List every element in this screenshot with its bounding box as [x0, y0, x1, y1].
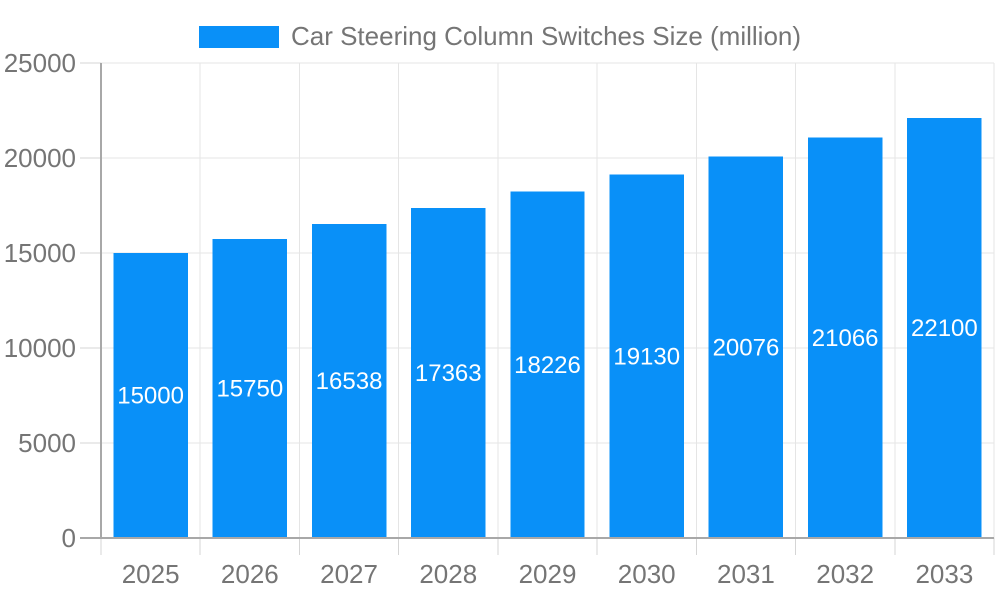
y-axis-label: 0 — [62, 523, 76, 553]
x-axis-label: 2027 — [320, 559, 378, 589]
bar-value-label: 18226 — [514, 352, 581, 379]
bar-value-label: 17363 — [415, 360, 482, 387]
x-axis-label: 2028 — [419, 559, 477, 589]
x-axis-label: 2029 — [519, 559, 577, 589]
bar — [212, 238, 288, 538]
bar — [708, 156, 784, 538]
bar — [907, 118, 982, 538]
bar-value-label: 15000 — [117, 383, 184, 410]
y-axis-label: 20000 — [4, 143, 76, 173]
bar — [510, 191, 585, 538]
y-axis-label: 15000 — [4, 238, 76, 268]
bar-value-label: 22100 — [911, 315, 978, 342]
y-axis-label: 25000 — [4, 48, 76, 78]
bar — [411, 208, 486, 538]
y-axis-label: 5000 — [18, 428, 76, 458]
legend-label: Car Steering Column Switches Size (milli… — [290, 21, 802, 51]
x-axis-label: 2032 — [816, 559, 874, 589]
bar — [807, 137, 883, 538]
bar — [609, 174, 684, 538]
bar-value-label: 21066 — [812, 325, 879, 352]
y-axis-label: 10000 — [4, 333, 76, 363]
x-axis-label: 2033 — [915, 559, 973, 589]
bar-value-label: 16538 — [316, 368, 383, 395]
legend-swatch-icon — [198, 25, 279, 48]
bar-value-label: 20076 — [713, 334, 780, 361]
x-axis-label: 2030 — [618, 559, 676, 589]
bar-value-label: 19130 — [613, 343, 680, 370]
legend: Car Steering Column Switches Size (milli… — [0, 21, 1000, 52]
bar-value-label: 15750 — [216, 375, 283, 402]
x-axis-label: 2026 — [221, 559, 279, 589]
x-axis-label: 2025 — [122, 559, 180, 589]
x-axis-label: 2031 — [717, 559, 775, 589]
bar — [113, 253, 188, 538]
bar — [311, 223, 387, 538]
